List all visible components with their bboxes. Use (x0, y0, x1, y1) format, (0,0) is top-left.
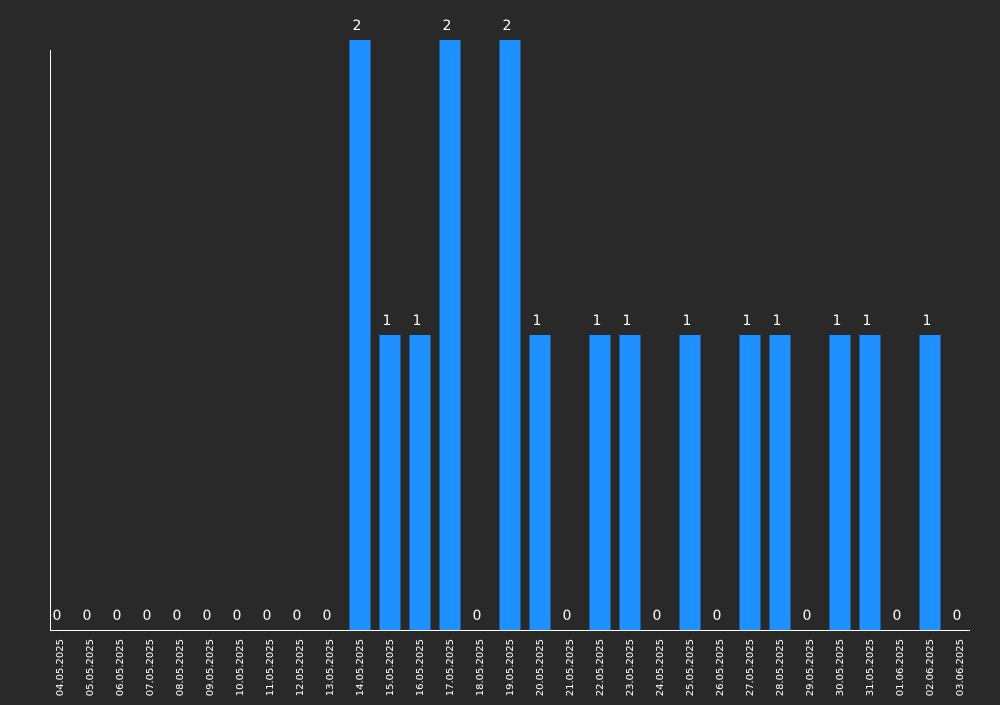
x-tick-label-12.05.2025: 12.05.2025 (295, 639, 306, 696)
value-label-01.06.2025: 0 (893, 608, 902, 624)
x-tick-label-09.05.2025: 09.05.2025 (205, 639, 216, 696)
value-label-19.05.2025: 2 (503, 18, 512, 34)
x-tick-label-16.05.2025: 16.05.2025 (415, 639, 426, 696)
x-tick-label-05.05.2025: 05.05.2025 (85, 639, 96, 696)
value-label-23.05.2025: 1 (623, 313, 632, 329)
value-label-17.05.2025: 2 (443, 18, 452, 34)
bar-30.05.2025 (829, 335, 851, 630)
x-tick-label-17.05.2025: 17.05.2025 (445, 639, 456, 696)
bar-22.05.2025 (589, 335, 611, 630)
value-label-03.06.2025: 0 (953, 608, 962, 624)
value-label-18.05.2025: 0 (473, 608, 482, 624)
x-tick-label-13.05.2025: 13.05.2025 (325, 639, 336, 696)
x-tick-label-20.05.2025: 20.05.2025 (535, 639, 546, 696)
value-label-02.06.2025: 1 (923, 313, 932, 329)
x-tick-label-22.05.2025: 22.05.2025 (595, 639, 606, 696)
value-label-11.05.2025: 0 (263, 608, 272, 624)
x-tick-label-15.05.2025: 15.05.2025 (385, 639, 396, 696)
bar-02.06.2025 (919, 335, 941, 630)
value-labels-layer: 0 0 0 0 0 0 0 0 0 0 2 1 1 2 0 2 1 0 1 1 0 1 0 1 1 0 1 1 0 1 0 (53, 18, 962, 624)
bar-25.05.2025 (679, 335, 701, 630)
x-tick-label-29.05.2025: 29.05.2025 (805, 639, 816, 696)
bar-16.05.2025 (409, 335, 431, 630)
value-label-25.05.2025: 1 (683, 313, 692, 329)
x-tick-label-04.05.2025: 04.05.2025 (55, 639, 66, 696)
x-tick-label-14.05.2025: 14.05.2025 (355, 639, 366, 696)
x-tick-label-06.05.2025: 06.05.2025 (115, 639, 126, 696)
bar-23.05.2025 (619, 335, 641, 630)
value-label-06.05.2025: 0 (113, 608, 122, 624)
x-tick-label-23.05.2025: 23.05.2025 (625, 639, 636, 696)
tick-labels-layer: 04.05.2025 05.05.2025 06.05.2025 07.05.2025… (55, 639, 966, 696)
value-label-13.05.2025: 0 (323, 608, 332, 624)
value-label-30.05.2025: 1 (833, 313, 842, 329)
x-tick-label-26.05.2025: 26.05.2025 (715, 639, 726, 696)
value-label-28.05.2025: 1 (773, 313, 782, 329)
x-tick-label-25.05.2025: 25.05.2025 (685, 639, 696, 696)
x-tick-label-21.05.2025: 21.05.2025 (565, 639, 576, 696)
x-tick-label-24.05.2025: 24.05.2025 (655, 639, 666, 696)
value-label-14.05.2025: 2 (353, 18, 362, 34)
value-label-20.05.2025: 1 (533, 313, 542, 329)
x-tick-label-18.05.2025: 18.05.2025 (475, 639, 486, 696)
value-label-04.05.2025: 0 (53, 608, 62, 624)
x-tick-label-03.06.2025: 03.06.2025 (955, 639, 966, 696)
x-tick-label-27.05.2025: 27.05.2025 (745, 639, 756, 696)
x-tick-label-30.05.2025: 30.05.2025 (835, 639, 846, 696)
value-label-09.05.2025: 0 (203, 608, 212, 624)
value-label-10.05.2025: 0 (233, 608, 242, 624)
value-label-31.05.2025: 1 (863, 313, 872, 329)
x-tick-label-28.05.2025: 28.05.2025 (775, 639, 786, 696)
value-label-24.05.2025: 0 (653, 608, 662, 624)
value-label-07.05.2025: 0 (143, 608, 152, 624)
bars-layer (349, 40, 941, 630)
bar-19.05.2025 (499, 40, 521, 630)
bar-27.05.2025 (739, 335, 761, 630)
value-label-08.05.2025: 0 (173, 608, 182, 624)
value-label-27.05.2025: 1 (743, 313, 752, 329)
x-tick-label-11.05.2025: 11.05.2025 (265, 639, 276, 696)
value-label-21.05.2025: 0 (563, 608, 572, 624)
value-label-26.05.2025: 0 (713, 608, 722, 624)
bar-15.05.2025 (379, 335, 401, 630)
value-label-29.05.2025: 0 (803, 608, 812, 624)
bar-17.05.2025 (439, 40, 461, 630)
axes-layer (50, 50, 970, 631)
x-tick-label-31.05.2025: 31.05.2025 (865, 639, 876, 696)
x-tick-label-08.05.2025: 08.05.2025 (175, 639, 186, 696)
value-label-05.05.2025: 0 (83, 608, 92, 624)
bar-14.05.2025 (349, 40, 371, 630)
bar-28.05.2025 (769, 335, 791, 630)
value-label-22.05.2025: 1 (593, 313, 602, 329)
bar-31.05.2025 (859, 335, 881, 630)
x-tick-label-07.05.2025: 07.05.2025 (145, 639, 156, 696)
x-tick-label-19.05.2025: 19.05.2025 (505, 639, 516, 696)
value-label-12.05.2025: 0 (293, 608, 302, 624)
bar-20.05.2025 (529, 335, 551, 630)
value-label-15.05.2025: 1 (383, 313, 392, 329)
x-tick-label-01.06.2025: 01.06.2025 (895, 639, 906, 696)
x-tick-label-02.06.2025: 02.06.2025 (925, 639, 936, 696)
value-label-16.05.2025: 1 (413, 313, 422, 329)
x-tick-label-10.05.2025: 10.05.2025 (235, 639, 246, 696)
